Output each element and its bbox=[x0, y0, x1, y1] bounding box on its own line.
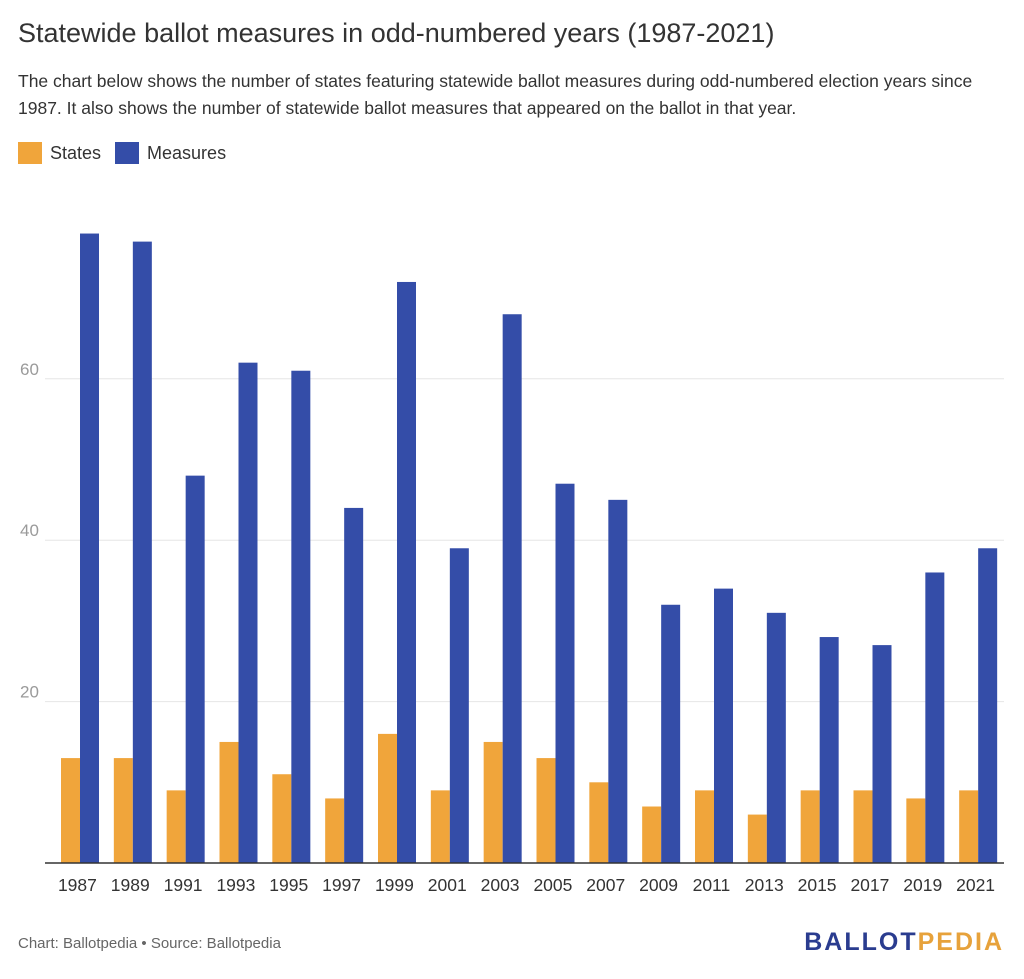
x-tick-label: 1999 bbox=[375, 875, 414, 895]
legend: States Measures bbox=[18, 142, 240, 164]
bar-measures bbox=[872, 645, 892, 863]
legend-label-measures: Measures bbox=[147, 142, 227, 163]
x-tick-label: 2017 bbox=[850, 875, 889, 895]
bar-states bbox=[219, 741, 239, 863]
bar-measures bbox=[925, 572, 945, 863]
y-tick-label: 60 bbox=[20, 360, 39, 379]
x-tick-label: 2015 bbox=[798, 875, 837, 895]
bar-measures bbox=[80, 233, 99, 863]
chart-subtitle: The chart below shows the number of stat… bbox=[18, 71, 973, 118]
bar-chart: 20 40 60 1987 1989 1991 1993 1995 1997 1999 2001 20… bbox=[20, 233, 1004, 895]
bar-measures bbox=[714, 588, 733, 863]
chart-title: Statewide ballot measures in odd-numbere… bbox=[18, 18, 775, 48]
bar-states bbox=[113, 758, 133, 863]
x-tick-label: 2003 bbox=[481, 875, 520, 895]
bar-states bbox=[325, 798, 345, 863]
bar-measures bbox=[502, 314, 522, 863]
bar-measures bbox=[238, 362, 258, 863]
ballotpedia-logo: BALLOTPEDIA bbox=[804, 928, 1004, 956]
chart-credit: Chart: Ballotpedia • Source: Ballotpedia bbox=[18, 935, 281, 952]
bar-states bbox=[430, 790, 450, 863]
bar-states bbox=[378, 733, 397, 863]
x-tick-label: 2001 bbox=[428, 875, 467, 895]
bar-measures bbox=[132, 241, 152, 864]
bar-measures bbox=[397, 281, 416, 864]
legend-swatch-states bbox=[18, 142, 42, 164]
bar-states bbox=[853, 790, 873, 863]
bar-measures bbox=[608, 499, 628, 863]
x-tick-label: 1995 bbox=[269, 875, 308, 895]
bar-measures bbox=[291, 370, 311, 863]
bar-measures bbox=[555, 483, 575, 863]
x-tick-label: 2007 bbox=[586, 875, 625, 895]
bar-measures bbox=[978, 548, 998, 863]
bar-states bbox=[695, 790, 714, 863]
bar-states bbox=[642, 806, 662, 863]
x-tick-label: 1987 bbox=[58, 875, 97, 895]
x-tick-label: 1993 bbox=[216, 875, 255, 895]
bar-measures bbox=[185, 475, 205, 863]
legend-item-measures: Measures bbox=[115, 142, 226, 164]
bar-states bbox=[747, 814, 767, 863]
x-tick-label: 1989 bbox=[111, 875, 150, 895]
bar-states bbox=[906, 798, 926, 863]
legend-label-states: States bbox=[50, 142, 102, 163]
bar-states bbox=[589, 782, 609, 863]
bar-states bbox=[959, 790, 979, 863]
x-tick-label: 2005 bbox=[533, 875, 572, 895]
bar-measures bbox=[661, 604, 681, 863]
x-tick-label: 1997 bbox=[322, 875, 361, 895]
legend-swatch-measures bbox=[115, 142, 140, 164]
bar-states bbox=[536, 758, 556, 863]
y-tick-label: 40 bbox=[20, 521, 39, 540]
bar-measures bbox=[819, 637, 839, 863]
x-tick-label: 2019 bbox=[903, 875, 942, 895]
x-tick-label: 2021 bbox=[956, 875, 995, 895]
legend-item-states: States bbox=[18, 142, 101, 164]
x-tick-label: 2011 bbox=[693, 875, 731, 895]
x-tick-label: 1991 bbox=[164, 875, 203, 895]
bar-measures bbox=[344, 507, 364, 863]
x-tick-label: 2009 bbox=[639, 875, 678, 895]
bar-states bbox=[61, 758, 80, 863]
bar-states bbox=[166, 790, 186, 863]
bar-states bbox=[483, 741, 503, 863]
bar-measures bbox=[449, 548, 469, 863]
x-tick-label: 2013 bbox=[745, 875, 784, 895]
y-tick-label: 20 bbox=[20, 683, 39, 702]
bar-states bbox=[272, 774, 292, 863]
bar-states bbox=[800, 790, 820, 863]
bar-measures bbox=[766, 612, 786, 863]
